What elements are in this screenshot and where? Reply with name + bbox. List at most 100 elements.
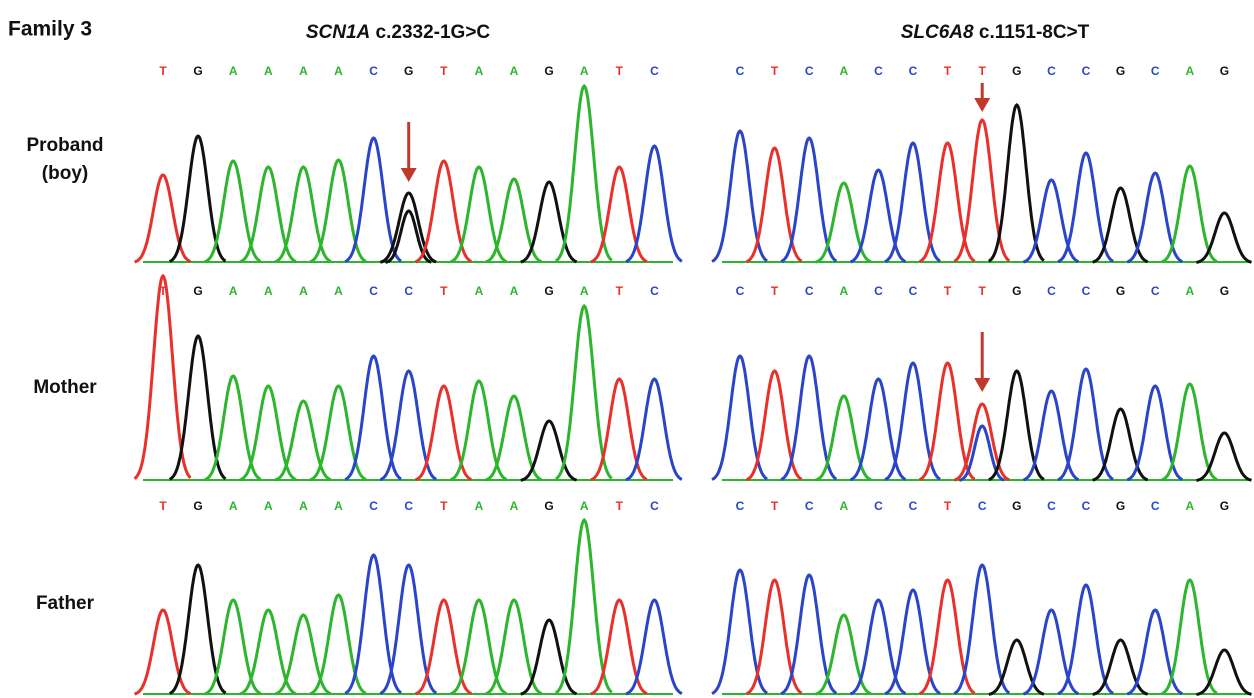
peak [885,143,940,262]
base-call: C [1151,499,1160,513]
base-call: G [1116,64,1125,78]
base-call: C [1082,284,1091,298]
base-call: A [334,64,343,78]
base-call: C [909,499,918,513]
base-call: A [580,499,589,513]
base-call: C [1082,499,1091,513]
base-call: G [193,499,202,513]
base-call: G [193,64,202,78]
base-call: C [874,499,883,513]
base-call: C [1047,499,1056,513]
base-call: A [580,64,589,78]
base-call: G [544,64,553,78]
base-call: G [544,499,553,513]
peak [275,401,331,480]
base-call: G [1220,64,1229,78]
base-call: C [1151,284,1160,298]
base-call: C [736,499,745,513]
base-call: G [1220,499,1229,513]
base-call: G [1012,284,1021,298]
base-call: A [475,284,484,298]
base-call: A [229,64,238,78]
base-call: T [440,499,448,513]
base-call: T [159,499,167,513]
peak [135,610,191,694]
peak [626,146,682,262]
base-call: C [805,284,814,298]
peak [850,170,905,262]
base-call: A [510,64,519,78]
panel-title: SLC6A8 c.1151-8C>T [901,22,1090,43]
base-call: G [1012,499,1021,513]
base-call: C [874,284,883,298]
base-call: A [580,284,589,298]
base-call: A [229,499,238,513]
base-call: G [1012,64,1021,78]
base-call: G [1116,499,1125,513]
peak [310,160,366,262]
base-call: T [440,284,448,298]
gene-name: SLC6A8 [901,22,974,43]
base-call: A [839,64,848,78]
base-call: G [1116,284,1125,298]
base-call: C [369,499,378,513]
base-call: A [229,284,238,298]
peak [885,363,940,480]
base-call: T [159,64,167,78]
base-call: A [510,499,519,513]
base-call: A [264,284,273,298]
base-call: A [264,64,273,78]
base-call: C [736,284,745,298]
base-call: C [736,64,745,78]
base-call: C [1151,64,1160,78]
base-call: T [440,64,448,78]
base-call: T [616,64,624,78]
row-label: (boy) [42,163,88,184]
peak [240,167,296,262]
base-call: G [404,64,413,78]
base-call: C [805,64,814,78]
peak [850,379,905,480]
peak [486,179,542,262]
base-call: T [616,284,624,298]
base-call: C [874,64,883,78]
peak [205,600,261,694]
peak [954,565,1009,694]
variant: c.2332-1G>C [376,22,491,43]
arrow-head [974,98,990,112]
peak [1127,386,1182,480]
peak [920,580,975,694]
peak [415,386,471,480]
peak [275,167,331,262]
base-call: C [650,499,659,513]
peak [885,590,940,694]
base-call: A [475,64,484,78]
peak [1023,391,1078,480]
base-call: T [944,284,952,298]
peak [1127,173,1182,262]
peak [205,376,261,480]
peak [451,600,507,694]
base-call: G [544,284,553,298]
row-label: Proband [26,135,103,156]
base-call: C [909,284,918,298]
peak [240,610,296,694]
peak [310,595,366,694]
base-call: T [771,499,779,513]
panel-title: SCN1A c.2332-1G>C [306,22,491,43]
base-call: C [404,499,413,513]
arrow-head [974,378,990,392]
base-call: A [475,499,484,513]
base-call: A [334,284,343,298]
base-call: C [978,499,987,513]
base-call: C [909,64,918,78]
base-call: A [334,499,343,513]
peak [310,386,366,480]
base-call: C [805,499,814,513]
secondary-peak [959,426,1004,480]
peak [275,615,331,694]
peak [415,600,471,694]
base-call: A [1185,499,1194,513]
variant: c.1151-8C>T [979,22,1090,43]
peak [747,148,802,262]
